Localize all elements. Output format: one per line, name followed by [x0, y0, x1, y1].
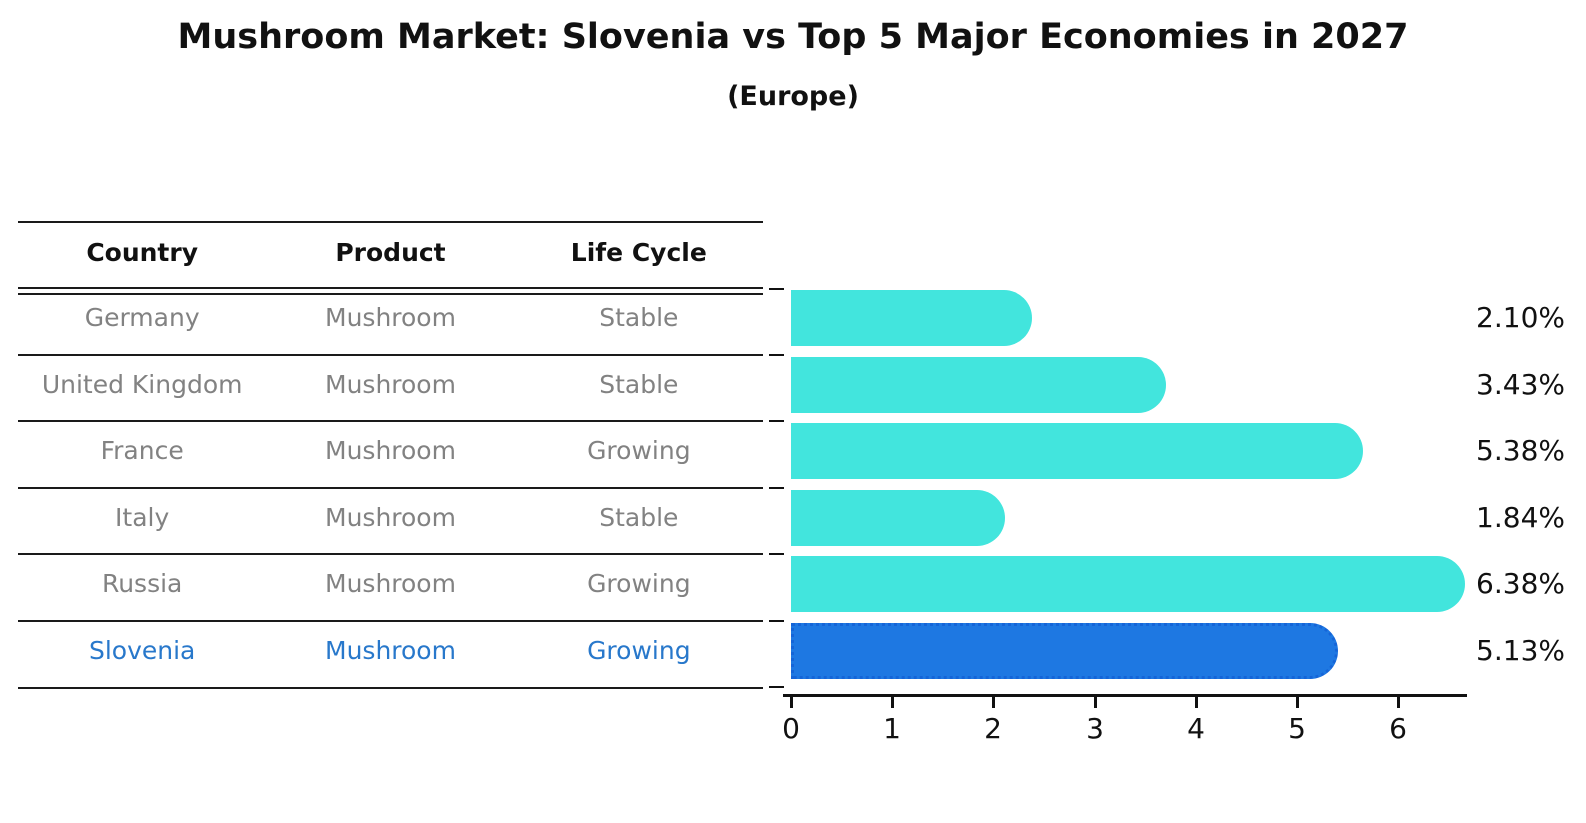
- x-axis-label: 2: [984, 712, 1002, 745]
- chart-subtitle: (Europe): [727, 81, 859, 112]
- table-bottom-rule: [18, 687, 763, 689]
- x-axis-label: 6: [1389, 712, 1407, 745]
- bar-slovenia-highlighted: [791, 623, 1339, 679]
- table-row-slovenia: Slovenia Mushroom Growing: [18, 635, 763, 667]
- table-row-italy: Italy Mushroom Stable: [18, 502, 763, 534]
- country-cell: Slovenia: [88, 636, 196, 665]
- y-axis-tick: [769, 686, 784, 688]
- country-cell: Germany: [84, 303, 200, 332]
- bar-germany: [791, 290, 1032, 346]
- x-axis-label: 3: [1086, 712, 1104, 745]
- table-header-rule-1: [18, 287, 763, 289]
- column-header-country: Country: [86, 238, 199, 267]
- product-cell: Mushroom: [325, 370, 456, 399]
- value-label: 5.13%: [1476, 634, 1565, 667]
- country-cell: United Kingdom: [41, 370, 243, 399]
- bar-united-kingdom: [791, 357, 1167, 413]
- table-row-rule: [18, 420, 763, 422]
- column-header-product: Product: [335, 238, 446, 267]
- table-row-germany: Germany Mushroom Stable: [18, 302, 763, 334]
- country-cell: Italy: [115, 503, 170, 532]
- product-cell: Mushroom: [325, 303, 456, 332]
- value-label: 5.38%: [1476, 434, 1565, 467]
- x-axis-tick: [1397, 697, 1400, 708]
- table-row-rule: [18, 354, 763, 356]
- table-top-rule: [18, 221, 763, 223]
- bar-russia: [791, 556, 1465, 612]
- x-axis-label: 4: [1187, 712, 1205, 745]
- column-header-life-cycle: Life Cycle: [570, 238, 707, 267]
- life-cycle-cell: Stable: [599, 370, 679, 399]
- y-axis-tick: [769, 487, 784, 489]
- life-cycle-cell: Stable: [599, 303, 679, 332]
- product-cell: Mushroom: [325, 436, 456, 465]
- bar-france: [791, 423, 1364, 479]
- bar-italy: [791, 490, 1006, 546]
- country-cell: Russia: [101, 569, 183, 598]
- x-axis-label: 1: [883, 712, 901, 745]
- table-row-france: France Mushroom Growing: [18, 435, 763, 467]
- x-axis-tick: [891, 697, 894, 708]
- y-axis-tick: [769, 420, 784, 422]
- y-axis-tick: [769, 354, 784, 356]
- life-cycle-cell: Stable: [599, 503, 679, 532]
- life-cycle-cell: Growing: [587, 436, 691, 465]
- x-axis-line: [783, 694, 1467, 697]
- value-label: 1.84%: [1476, 501, 1565, 534]
- x-axis-label: 5: [1288, 712, 1306, 745]
- table-row-united-kingdom: United Kingdom Mushroom Stable: [18, 369, 763, 401]
- x-axis-label: 0: [782, 712, 800, 745]
- x-axis-tick: [1195, 697, 1198, 708]
- product-cell: Mushroom: [325, 569, 456, 598]
- table-row-rule: [18, 620, 763, 622]
- chart-title: Mushroom Market: Slovenia vs Top 5 Major…: [177, 17, 1409, 57]
- table-header-rule-2: [18, 293, 763, 295]
- table-row-rule: [18, 553, 763, 555]
- product-cell: Mushroom: [325, 503, 456, 532]
- table-row-rule: [18, 487, 763, 489]
- x-axis-tick: [790, 697, 793, 708]
- x-axis-tick: [1094, 697, 1097, 708]
- table-header-row: Country Product Life Cycle: [18, 237, 763, 269]
- x-axis-tick: [1296, 697, 1299, 708]
- x-axis-tick: [992, 697, 995, 708]
- value-label: 6.38%: [1476, 567, 1565, 600]
- country-cell: France: [100, 436, 184, 465]
- value-label: 2.10%: [1476, 301, 1565, 334]
- y-axis-tick: [769, 620, 784, 622]
- life-cycle-cell: Growing: [587, 636, 691, 665]
- y-axis-tick: [769, 288, 784, 290]
- y-axis-tick: [769, 553, 784, 555]
- value-label: 3.43%: [1476, 368, 1565, 401]
- life-cycle-cell: Growing: [587, 569, 691, 598]
- product-cell: Mushroom: [325, 636, 456, 665]
- table-row-russia: Russia Mushroom Growing: [18, 568, 763, 600]
